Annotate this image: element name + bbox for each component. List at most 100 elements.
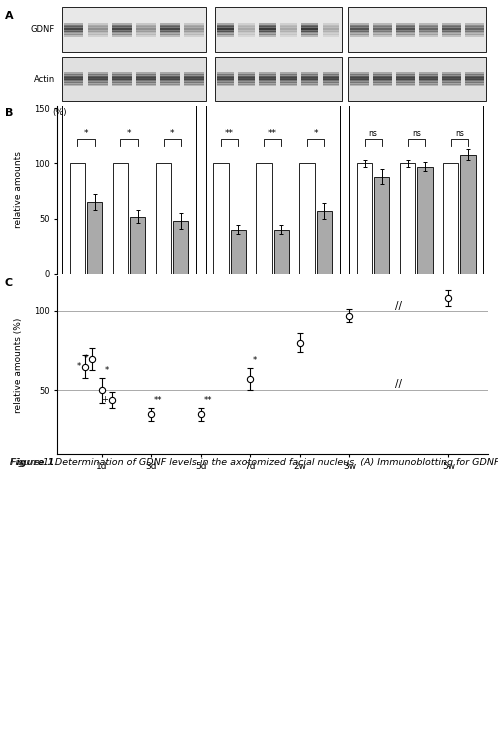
- Bar: [442, 84, 461, 86]
- Bar: [184, 31, 204, 33]
- Bar: [442, 24, 461, 26]
- Bar: [112, 26, 131, 29]
- Bar: [373, 81, 392, 83]
- Bar: [419, 84, 438, 86]
- Bar: [238, 26, 254, 29]
- Bar: [373, 84, 392, 86]
- Bar: [160, 81, 180, 83]
- Text: R: R: [329, 110, 333, 116]
- Bar: [64, 84, 84, 86]
- Text: Figure 1. Determination of GDNF levels in the axotomized facial nucleus. (A) Imm: Figure 1. Determination of GDNF levels i…: [10, 458, 498, 467]
- Bar: [259, 74, 276, 77]
- Bar: [442, 28, 461, 30]
- Bar: [160, 79, 180, 82]
- Bar: [184, 82, 204, 85]
- Bar: [349, 102, 483, 276]
- Bar: [419, 35, 438, 37]
- Bar: [350, 28, 369, 30]
- Bar: [136, 74, 156, 77]
- Bar: [419, 26, 438, 29]
- Bar: [160, 24, 180, 26]
- Bar: [112, 79, 131, 82]
- Bar: [301, 72, 318, 75]
- Bar: [64, 29, 84, 32]
- Bar: [88, 25, 108, 27]
- Bar: [64, 25, 84, 27]
- Text: *: *: [313, 129, 318, 138]
- Bar: [206, 102, 340, 276]
- Bar: [215, 57, 342, 101]
- Bar: [396, 28, 415, 30]
- Text: 3d: 3d: [231, 132, 241, 141]
- Bar: [112, 32, 131, 35]
- Bar: [419, 32, 438, 35]
- Bar: [465, 28, 484, 30]
- Text: +: +: [101, 395, 108, 405]
- Text: 3w: 3w: [411, 132, 422, 141]
- Bar: [64, 72, 84, 75]
- Bar: [357, 163, 372, 274]
- Bar: [64, 81, 84, 83]
- Text: R: R: [472, 110, 477, 116]
- Text: R: R: [135, 284, 140, 293]
- Bar: [396, 81, 415, 83]
- Bar: [419, 25, 438, 27]
- Text: GDNF: GDNF: [30, 25, 55, 34]
- Bar: [396, 77, 415, 79]
- Bar: [259, 76, 276, 78]
- Bar: [64, 26, 84, 29]
- Bar: [217, 25, 234, 27]
- Text: **: **: [225, 129, 234, 138]
- Bar: [88, 81, 108, 83]
- Bar: [373, 77, 392, 79]
- Text: 6h: 6h: [81, 295, 91, 304]
- Text: R: R: [192, 110, 196, 116]
- Text: R: R: [178, 284, 183, 293]
- Text: L: L: [75, 284, 80, 293]
- Text: Figure 1.: Figure 1.: [10, 458, 58, 467]
- Bar: [160, 32, 180, 35]
- Text: 5w: 5w: [457, 132, 469, 141]
- Bar: [350, 76, 369, 78]
- Y-axis label: relative amounts (%): relative amounts (%): [14, 317, 23, 413]
- Bar: [301, 84, 318, 86]
- Bar: [465, 32, 484, 35]
- Bar: [350, 26, 369, 29]
- Bar: [301, 28, 318, 30]
- Bar: [259, 32, 276, 35]
- Text: R: R: [92, 284, 97, 293]
- Text: ns: ns: [412, 129, 421, 138]
- Bar: [238, 79, 254, 82]
- Bar: [259, 82, 276, 85]
- Text: L: L: [358, 110, 362, 116]
- Bar: [217, 79, 234, 82]
- Bar: [238, 77, 254, 79]
- Bar: [88, 28, 108, 30]
- Bar: [323, 26, 340, 29]
- Text: 24h: 24h: [165, 295, 179, 304]
- Bar: [373, 32, 392, 35]
- Bar: [64, 79, 84, 82]
- Bar: [323, 35, 340, 37]
- Bar: [419, 74, 438, 77]
- Bar: [442, 81, 461, 83]
- Text: **: **: [268, 129, 277, 138]
- Bar: [442, 26, 461, 29]
- Bar: [442, 29, 461, 32]
- Bar: [400, 163, 415, 274]
- Bar: [160, 29, 180, 32]
- Bar: [88, 72, 108, 75]
- Bar: [323, 81, 340, 83]
- Bar: [259, 84, 276, 86]
- Bar: [88, 74, 108, 77]
- Bar: [112, 82, 131, 85]
- Text: 5d: 5d: [268, 295, 277, 304]
- Bar: [442, 79, 461, 82]
- Bar: [217, 35, 234, 37]
- Bar: [259, 35, 276, 37]
- Bar: [419, 79, 438, 82]
- Bar: [184, 29, 204, 32]
- Bar: [88, 32, 108, 35]
- Text: L: L: [219, 284, 223, 293]
- Bar: [70, 163, 85, 274]
